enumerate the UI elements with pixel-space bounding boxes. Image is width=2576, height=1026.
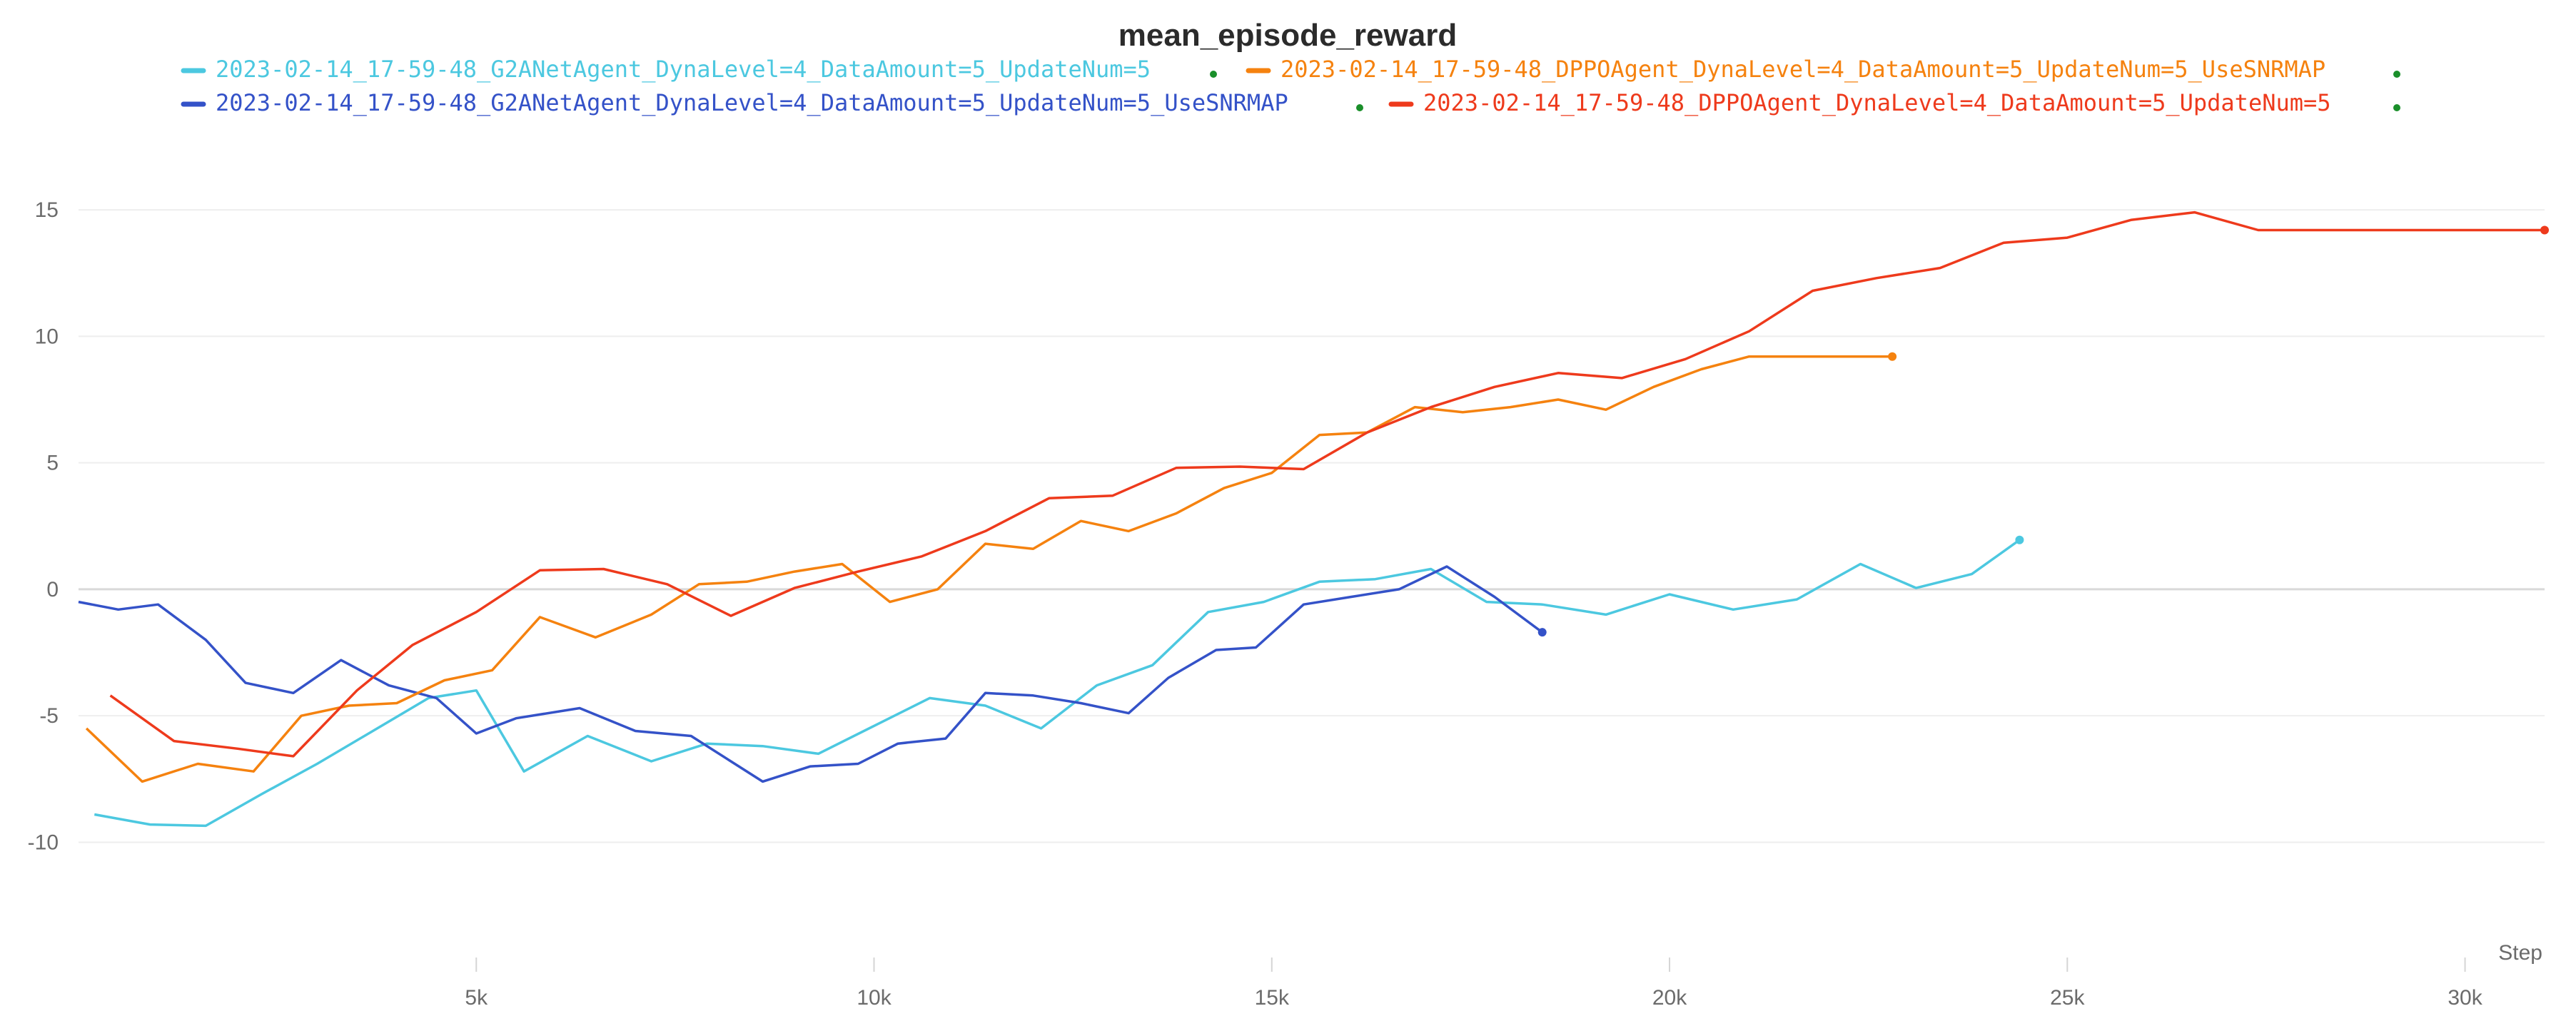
gridlines bbox=[79, 209, 2545, 843]
plot-area bbox=[78, 210, 2549, 828]
legend-item-label[interactable]: 2023-02-14_17-59-48_DPPOAgent_DynaLevel=… bbox=[1423, 89, 2331, 116]
x-axis: 5k 10k 15k 20k 25k 30k bbox=[465, 958, 2483, 1010]
legend-status-dot bbox=[2393, 71, 2400, 78]
x-tick-label: 30k bbox=[2448, 986, 2482, 1010]
y-tick-label: -10 bbox=[28, 831, 59, 854]
y-tick-label: 10 bbox=[35, 325, 59, 348]
series-end-point-1 bbox=[2015, 535, 2024, 544]
x-axis-label: Step bbox=[2498, 941, 2542, 965]
legend-status-dot bbox=[1356, 104, 1363, 111]
series-end-point-3 bbox=[1888, 352, 1897, 361]
y-tick-label: -5 bbox=[39, 704, 59, 728]
y-tick-label: 5 bbox=[46, 452, 59, 475]
series-line-3[interactable] bbox=[85, 355, 1893, 783]
series-line-1[interactable] bbox=[94, 539, 2021, 828]
legend: 2023-02-14_17-59-48_G2ANetAgent_DynaLeve… bbox=[181, 56, 2400, 116]
x-tick-label: 10k bbox=[857, 986, 892, 1010]
series-end-point-2 bbox=[1537, 628, 1547, 637]
series-line-2[interactable] bbox=[78, 565, 1543, 783]
x-tick-label: 25k bbox=[2050, 986, 2085, 1010]
y-tick-label: 15 bbox=[35, 198, 59, 222]
series-end-point-4 bbox=[2540, 225, 2549, 235]
legend-item-label[interactable]: 2023-02-14_17-59-48_G2ANetAgent_DynaLeve… bbox=[216, 56, 1151, 83]
y-tick-label: 0 bbox=[46, 578, 59, 601]
x-tick-label: 15k bbox=[1255, 986, 1290, 1010]
series-line-4[interactable] bbox=[109, 210, 2545, 758]
legend-item-label[interactable]: 2023-02-14_17-59-48_G2ANetAgent_DynaLeve… bbox=[216, 89, 1288, 116]
y-axis: 15 10 5 0 -5 -10 bbox=[28, 198, 59, 854]
x-tick-label: 20k bbox=[1652, 986, 1687, 1010]
legend-item-label[interactable]: 2023-02-14_17-59-48_DPPOAgent_DynaLevel=… bbox=[1281, 56, 2325, 83]
x-tick-label: 5k bbox=[465, 986, 488, 1010]
legend-status-dot bbox=[2393, 104, 2400, 111]
chart-title: mean_episode_reward bbox=[1118, 18, 1457, 53]
legend-status-dot bbox=[1210, 71, 1217, 78]
